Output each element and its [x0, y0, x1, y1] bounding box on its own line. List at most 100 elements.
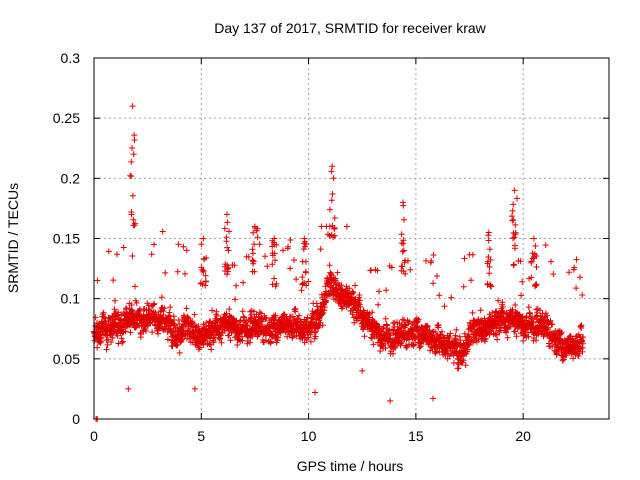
data-point	[462, 362, 469, 369]
data-point	[533, 282, 540, 289]
data-point	[356, 297, 363, 304]
x-tick-label: 10	[301, 428, 317, 444]
data-point	[304, 314, 311, 321]
data-point	[128, 302, 135, 308]
data-point	[510, 201, 517, 208]
data-point	[285, 243, 292, 250]
data-point	[209, 307, 216, 314]
data-point	[484, 260, 491, 267]
data-point	[301, 240, 308, 247]
data-point	[207, 332, 214, 339]
data-point	[291, 257, 297, 264]
data-point	[127, 329, 134, 336]
data-point	[486, 246, 493, 253]
data-point	[468, 277, 474, 284]
data-point	[271, 275, 278, 282]
data-point	[457, 341, 464, 348]
data-point	[329, 191, 336, 197]
data-point	[259, 316, 266, 323]
data-point	[301, 279, 308, 286]
data-point	[523, 313, 530, 320]
data-point	[537, 307, 543, 314]
data-point	[208, 346, 215, 353]
data-point	[250, 250, 256, 257]
data-point	[558, 329, 565, 336]
data-point	[382, 315, 389, 322]
data-point	[120, 244, 127, 251]
data-point	[189, 318, 196, 325]
data-point	[493, 322, 500, 329]
data-point	[415, 316, 422, 323]
data-point	[226, 332, 232, 339]
data-point	[269, 332, 276, 339]
data-point	[292, 305, 299, 312]
data-point	[122, 328, 129, 335]
data-point	[250, 308, 257, 315]
data-point	[380, 324, 387, 331]
data-point	[528, 258, 535, 265]
data-point	[183, 247, 190, 254]
data-point	[533, 253, 540, 259]
data-point	[542, 242, 549, 249]
data-point	[374, 267, 381, 274]
data-point	[512, 328, 518, 335]
data-point	[399, 316, 406, 323]
data-point	[510, 235, 516, 242]
data-point	[352, 296, 359, 303]
data-point	[368, 267, 374, 274]
data-point	[356, 300, 362, 306]
data-point	[512, 302, 519, 308]
data-point	[509, 217, 516, 224]
data-point	[131, 137, 138, 144]
data-point	[151, 241, 157, 248]
data-point	[319, 322, 326, 329]
data-point	[300, 246, 307, 253]
data-point	[117, 317, 124, 324]
data-point	[400, 247, 407, 254]
data-point	[485, 254, 492, 260]
data-point	[272, 257, 278, 264]
data-point	[183, 305, 190, 312]
data-point	[577, 274, 583, 281]
data-point	[334, 269, 341, 276]
data-point	[428, 258, 435, 264]
data-point	[125, 385, 132, 392]
data-point	[512, 242, 518, 249]
data-point	[130, 151, 137, 158]
data-point	[164, 336, 171, 343]
data-point	[530, 319, 537, 326]
data-point	[403, 344, 410, 351]
data-point	[439, 334, 446, 340]
data-point	[120, 329, 126, 336]
data-point	[441, 303, 448, 310]
data-point	[171, 322, 178, 328]
data-point	[325, 290, 332, 297]
data-point	[218, 339, 225, 346]
data-point	[237, 317, 244, 324]
data-point	[486, 311, 493, 318]
data-point	[196, 344, 203, 351]
data-point	[269, 250, 276, 257]
data-point	[400, 240, 407, 247]
data-point	[114, 332, 121, 339]
data-point	[388, 264, 395, 271]
data-point	[370, 341, 377, 348]
data-point	[326, 206, 333, 213]
data-point	[226, 306, 233, 313]
data-point	[509, 207, 516, 214]
data-point	[224, 271, 230, 278]
data-point	[225, 247, 232, 254]
data-point	[323, 298, 330, 305]
data-point	[148, 251, 155, 258]
data-point	[432, 329, 439, 336]
data-point	[224, 268, 231, 275]
data-point	[108, 339, 115, 345]
data-point	[359, 367, 366, 374]
data-point	[350, 289, 357, 296]
data-point	[296, 312, 302, 319]
data-point	[174, 341, 181, 348]
data-point	[406, 318, 413, 325]
data-point	[398, 231, 405, 238]
data-point	[221, 225, 228, 232]
data-point	[433, 348, 440, 355]
